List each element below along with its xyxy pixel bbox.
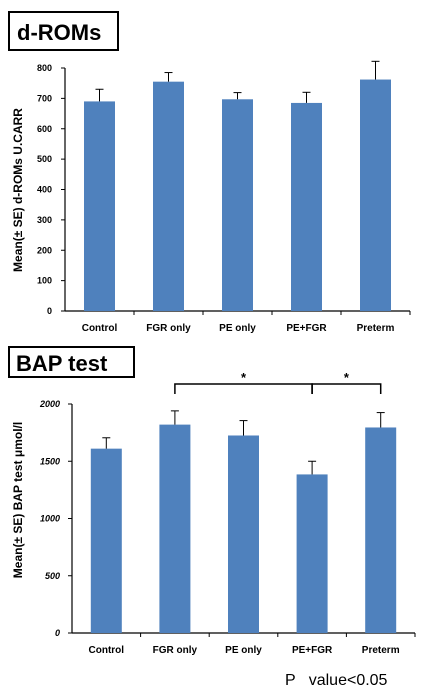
bar-fgr-only <box>153 81 184 311</box>
bar-fgr-only <box>159 424 191 633</box>
y-tick-label: 800 <box>37 63 52 73</box>
bar-pe-fgr <box>296 474 328 633</box>
y-tick-label: 500 <box>45 571 60 581</box>
y-tick-label: 700 <box>37 93 52 103</box>
significance-bracket <box>174 383 313 394</box>
chart-1: d-ROMs Mean(± SE) d-ROMs U.CARR 0 100 200 300… <box>8 11 411 334</box>
x-tick-label: Preterm <box>362 645 400 656</box>
bar-control <box>90 448 122 633</box>
x-tick-label: PE only <box>225 645 262 656</box>
x-tick-label: FGR only <box>146 323 191 334</box>
chart-title-box <box>8 11 119 51</box>
chart-title-box <box>8 346 135 378</box>
significance-bracket <box>311 383 382 394</box>
y-tick-label: 0 <box>55 628 60 638</box>
y-tick-label: 1500 <box>40 456 60 466</box>
chart-title: BAP test <box>16 351 108 376</box>
y-tick-label: 300 <box>37 215 52 225</box>
chart-2: BAP test Mean(± SE) BAP test μmol/l 0 500 10… <box>8 346 416 656</box>
x-tick-label: FGR only <box>153 645 198 656</box>
y-tick-label: 400 <box>37 185 52 195</box>
bar-pe-only <box>228 435 259 633</box>
y-tick-label: 100 <box>37 276 52 286</box>
x-tick-label: PE+FGR <box>292 645 333 656</box>
x-tick-label: PE only <box>219 323 256 334</box>
p-value-note: P value<0.05 <box>285 672 388 689</box>
bar-control <box>84 101 115 311</box>
y-axis-label: Mean(± SE) BAP test μmol/l <box>11 422 25 578</box>
bar-preterm <box>360 79 391 311</box>
x-tick-label: PE+FGR <box>286 323 327 334</box>
x-tick-label: Control <box>82 323 118 334</box>
bar-preterm <box>365 427 397 633</box>
y-tick-label: 600 <box>37 124 52 134</box>
y-tick-label: 1000 <box>40 514 60 524</box>
y-tick-label: 500 <box>37 154 52 164</box>
bar-pe-only <box>222 99 253 311</box>
chart-title: d-ROMs <box>17 20 101 45</box>
x-tick-label: Control <box>89 645 125 656</box>
bar-pe-fgr <box>291 102 322 312</box>
significance-star: * <box>241 370 247 385</box>
y-tick-label: 2000 <box>39 399 60 409</box>
y-axis-label: Mean(± SE) d-ROMs U.CARR <box>11 108 25 272</box>
y-tick-label: 200 <box>37 245 52 255</box>
y-tick-label: 0 <box>47 306 52 316</box>
x-tick-label: Preterm <box>357 323 395 334</box>
significance-star: * <box>344 370 350 385</box>
